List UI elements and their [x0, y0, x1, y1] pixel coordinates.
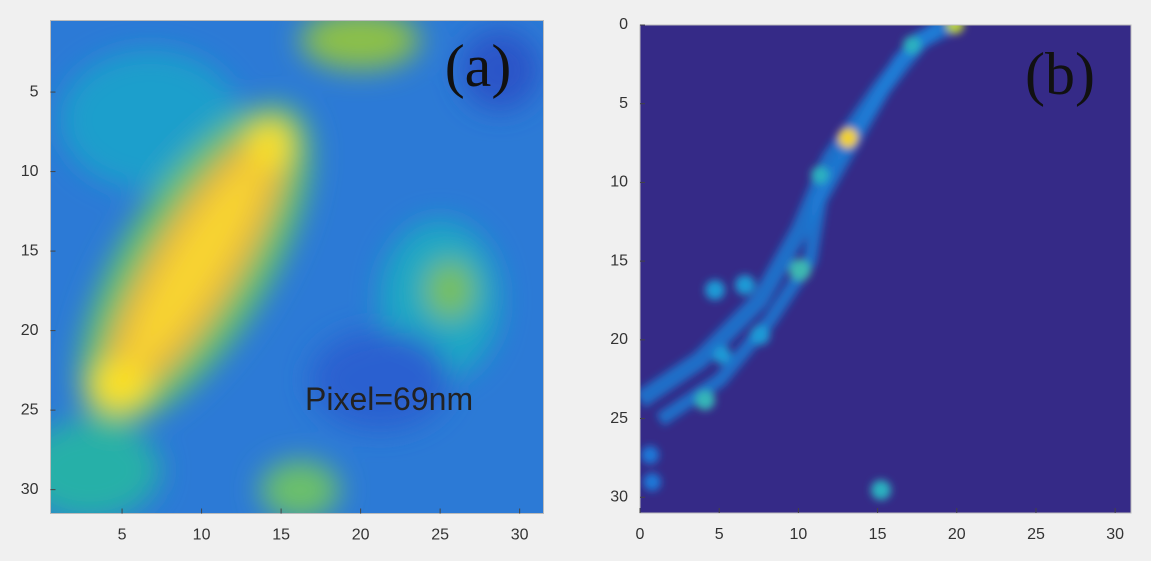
y-tick-label: 20	[21, 322, 39, 339]
x-tick-label: 30	[1106, 526, 1124, 543]
x-tick-label: 25	[1027, 526, 1045, 543]
y-tick-label: 30	[610, 488, 628, 505]
x-tick-label: 5	[715, 526, 724, 543]
y-tick-label: 15	[610, 252, 628, 269]
heatmap-image-a	[50, 20, 544, 514]
x-tick-label: 0	[636, 526, 645, 543]
heatmap-image-b	[640, 25, 1131, 513]
y-tick-label: 5	[30, 83, 39, 100]
x-tick-label: 20	[948, 526, 966, 543]
x-tick-label: 15	[272, 527, 290, 544]
y-tick-label: 25	[610, 410, 628, 427]
x-tick-label: 10	[193, 527, 211, 544]
plot-frame	[50, 20, 544, 514]
x-tick-label: 10	[789, 526, 807, 543]
annotation: Pixel=69nm	[305, 381, 473, 417]
x-tick-label: 25	[431, 527, 449, 544]
panel-label: (a)	[445, 33, 512, 99]
x-tick-label: 5	[118, 527, 127, 544]
y-tick-label: 10	[610, 174, 628, 191]
y-tick-label: 25	[21, 401, 39, 418]
plot-frame	[639, 24, 1132, 514]
y-tick-label: 0	[619, 16, 628, 33]
x-tick-label: 30	[511, 527, 529, 544]
y-tick-label: 30	[21, 481, 39, 498]
y-tick-label: 5	[619, 95, 628, 112]
y-tick-label: 15	[21, 242, 39, 259]
x-tick-label: 20	[352, 527, 370, 544]
panel-label: (b)	[1025, 41, 1095, 107]
x-tick-label: 15	[869, 526, 887, 543]
y-tick-label: 20	[610, 331, 628, 348]
y-tick-label: 10	[21, 163, 39, 180]
